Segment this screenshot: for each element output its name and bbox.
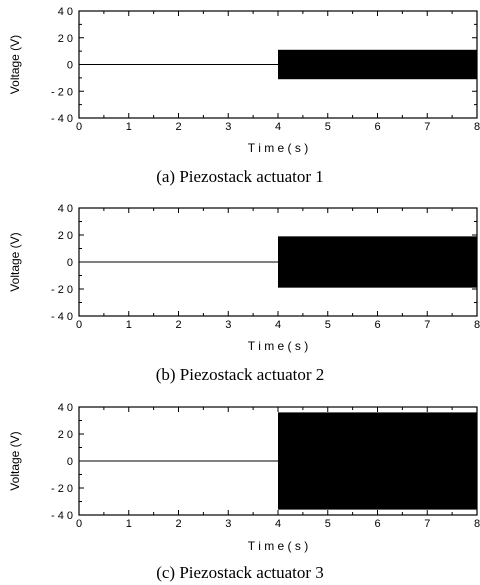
chart-panel-3: 0 1 2 3 4 5 6 7 8 - 4 0 - 2 0 0 2 0 4 0 T i m e ( s ) V…	[8, 402, 480, 582]
y-tick-label: - 2 0	[51, 483, 73, 495]
series-oscillation-band	[278, 236, 477, 288]
x-tick-label: 5	[325, 518, 331, 530]
x-tick-label: 4	[275, 518, 281, 530]
y-tick-label: - 4 0	[51, 510, 73, 522]
panel-caption: (c) Piezostack actuator 3	[156, 563, 324, 582]
y-tick-label: - 4 0	[51, 113, 73, 125]
x-tick-label: 1	[126, 518, 132, 530]
y-axis-label: Voltage (V)	[8, 431, 22, 490]
x-tick-label: 2	[175, 319, 181, 331]
x-tick-label: 7	[424, 319, 430, 331]
y-tick-label: 4 0	[58, 402, 73, 414]
y-axis-label: Voltage (V)	[8, 35, 22, 94]
x-tick-label: 3	[225, 121, 231, 133]
y-tick-label: 4 0	[58, 203, 73, 215]
x-tick-label: 0	[76, 121, 82, 133]
panel-caption: (a) Piezostack actuator 1	[156, 167, 324, 186]
x-tick-label: 6	[374, 121, 380, 133]
x-tick-label: 1	[126, 319, 132, 331]
x-tick-label: 5	[325, 319, 331, 331]
x-tick-label: 8	[474, 121, 480, 133]
x-tick-label: 7	[424, 518, 430, 530]
x-tick-label: 3	[225, 319, 231, 331]
y-tick-label: 2 0	[58, 230, 73, 242]
y-tick-label: 0	[67, 60, 73, 72]
x-tick-label: 8	[474, 319, 480, 331]
x-tick-label: 4	[275, 121, 281, 133]
x-tick-label: 0	[76, 518, 82, 530]
y-tick-label: - 4 0	[51, 311, 73, 323]
x-axis-label: T i m e ( s )	[248, 539, 308, 553]
y-tick-label: 0	[67, 456, 73, 468]
x-axis-label: T i m e ( s )	[248, 141, 308, 155]
y-tick-label: - 2 0	[51, 86, 73, 98]
series-oscillation-band	[278, 49, 477, 80]
x-tick-label: 7	[424, 121, 430, 133]
y-tick-label: 0	[67, 257, 73, 269]
panel-caption: (b) Piezostack actuator 2	[156, 365, 325, 384]
y-tick-label: 4 0	[58, 6, 73, 18]
x-tick-label: 6	[374, 319, 380, 331]
y-axis-label: Voltage (V)	[8, 232, 22, 291]
x-tick-label: 1	[126, 121, 132, 133]
x-tick-label: 0	[76, 319, 82, 331]
chart-panel-1: 0 1 2 3 4 5 6 7 8 - 4 0 - 2 0 0 2 0 4 0 T i m e ( s ) V…	[8, 6, 480, 186]
series-oscillation-band	[278, 412, 477, 510]
x-axis-label: T i m e ( s )	[248, 339, 308, 353]
y-tick-label: 2 0	[58, 33, 73, 45]
y-tick-label: 2 0	[58, 429, 73, 441]
x-tick-label: 8	[474, 518, 480, 530]
x-tick-label: 2	[175, 121, 181, 133]
x-tick-label: 3	[225, 518, 231, 530]
y-tick-label: - 2 0	[51, 284, 73, 296]
x-tick-label: 4	[275, 319, 281, 331]
x-tick-label: 5	[325, 121, 331, 133]
x-tick-label: 6	[374, 518, 380, 530]
x-tick-label: 2	[175, 518, 181, 530]
chart-panel-2: 0 1 2 3 4 5 6 7 8 - 4 0 - 2 0 0 2 0 4 0 T i m e ( s ) V…	[8, 203, 480, 384]
